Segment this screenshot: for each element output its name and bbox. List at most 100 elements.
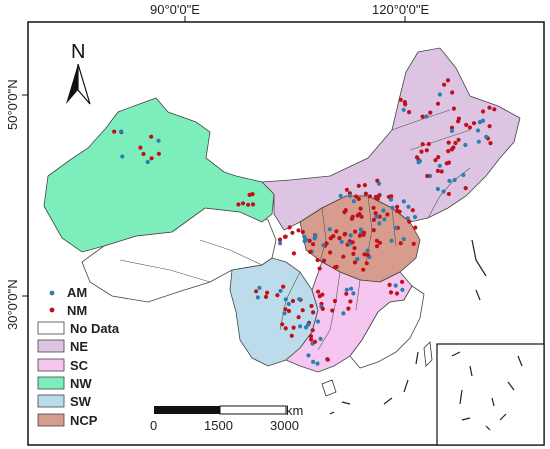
nm-site-dot: [398, 97, 403, 102]
nm-site-dot: [321, 258, 327, 263]
nm-site-dot: [456, 116, 461, 121]
am-site-dot: [351, 291, 356, 296]
nm-site-dot: [377, 214, 382, 219]
am-site-dot: [441, 189, 446, 194]
am-site-dot: [321, 243, 326, 248]
nm-site-dot: [463, 186, 468, 191]
am-site-dot: [315, 361, 320, 366]
nm-site-dot: [428, 110, 433, 115]
nm-site-dot: [349, 216, 354, 221]
nm-site-dot: [357, 233, 362, 238]
nm-site-dot: [277, 237, 283, 242]
nm-site-dot: [451, 145, 456, 150]
nm-site-dot: [320, 292, 325, 297]
am-site-dot: [283, 297, 288, 302]
nm-site-dot: [385, 212, 390, 217]
am-site-dot: [475, 128, 481, 133]
inset-islands: [451, 351, 523, 431]
region-nw: [43, 97, 275, 253]
am-site-dot: [449, 128, 455, 133]
nm-site-dot: [283, 234, 288, 239]
nm-site-dot: [149, 156, 154, 161]
nm-site-dot: [386, 194, 391, 199]
region-nodata-southeast: [349, 285, 425, 369]
am-site-dot: [480, 118, 486, 123]
am-site-dot: [437, 163, 442, 168]
nm-site-dot: [341, 254, 346, 259]
am-site-dot: [417, 159, 422, 164]
scale-unit: km: [286, 403, 303, 418]
nm-site-dot: [471, 121, 477, 126]
nm-site-dot: [419, 149, 424, 154]
nm-site-dot: [247, 192, 252, 197]
am-site-dot: [255, 295, 260, 300]
nm-site-dot: [388, 290, 394, 295]
am-site-dot: [306, 353, 311, 358]
am-site-dot: [327, 227, 332, 232]
am-site-dot: [435, 186, 440, 192]
am-site-dot: [393, 225, 398, 230]
nm-site-dot: [456, 137, 461, 142]
nm-site-dot: [309, 337, 314, 342]
nm-site-dot: [446, 140, 451, 145]
taiwan-island: [423, 341, 433, 367]
nm-site-dot: [450, 90, 455, 95]
nm-site-dot: [344, 291, 349, 296]
nm-site-dot: [240, 201, 246, 206]
am-site-dot: [278, 241, 283, 246]
nm-site-dot: [246, 202, 251, 207]
am-site-dot: [302, 234, 307, 239]
am-site-dot: [463, 142, 468, 148]
legend-sc-label: SC: [70, 358, 89, 373]
nm-site-dot: [367, 194, 372, 199]
scale-tick-3000: 3000: [270, 418, 299, 433]
nm-site-dot: [453, 140, 458, 146]
nm-site-dot: [407, 110, 412, 115]
legend-am-label: AM: [67, 285, 87, 300]
nm-site-dot: [307, 238, 312, 243]
nm-site-dot: [377, 240, 382, 245]
am-site-dot: [452, 177, 457, 183]
am-site-dot: [304, 237, 309, 242]
nm-site-dot: [275, 293, 280, 298]
nm-site-dot: [325, 357, 330, 362]
legend-sw-swatch: [37, 394, 65, 408]
nm-site-dot: [316, 289, 321, 294]
am-site-dot: [461, 172, 466, 178]
legend-am-marker: [49, 290, 55, 296]
am-site-dot: [447, 178, 452, 183]
nm-site-dot: [290, 298, 296, 304]
nm-site-dot: [394, 291, 400, 296]
nm-site-dot: [433, 158, 438, 163]
am-site-dot: [347, 193, 353, 198]
scale-bar-segment-2: [219, 405, 287, 415]
north-arrow: N: [66, 41, 91, 105]
am-site-dot: [315, 319, 321, 324]
am-site-dot: [313, 233, 318, 238]
legend-sw-label: SW: [70, 394, 92, 409]
am-site-dot: [297, 297, 302, 302]
legend-nm-marker: [49, 307, 55, 313]
nm-site-dot: [315, 258, 320, 263]
nm-site-dot: [364, 261, 369, 266]
am-site-dot: [156, 138, 161, 143]
nm-site-dot: [365, 252, 370, 257]
nm-site-dot: [435, 101, 441, 106]
nm-site-dot: [424, 148, 429, 153]
am-site-dot: [355, 257, 360, 262]
north-arrow-label: N: [71, 41, 85, 63]
nm-site-dot: [311, 310, 316, 315]
am-site-dot: [376, 181, 382, 186]
am-site-dot: [401, 107, 406, 112]
coastline-islands: [329, 239, 487, 415]
nm-site-dot: [334, 229, 339, 234]
nm-site-dot: [371, 205, 376, 210]
nm-site-dot: [287, 225, 292, 230]
nm-site-dot: [263, 294, 269, 299]
nm-site-dot: [348, 299, 353, 304]
nm-site-dot: [283, 307, 288, 312]
nm-site-dot: [296, 228, 301, 233]
nm-site-dot: [343, 231, 348, 236]
nm-site-dot: [377, 193, 382, 198]
